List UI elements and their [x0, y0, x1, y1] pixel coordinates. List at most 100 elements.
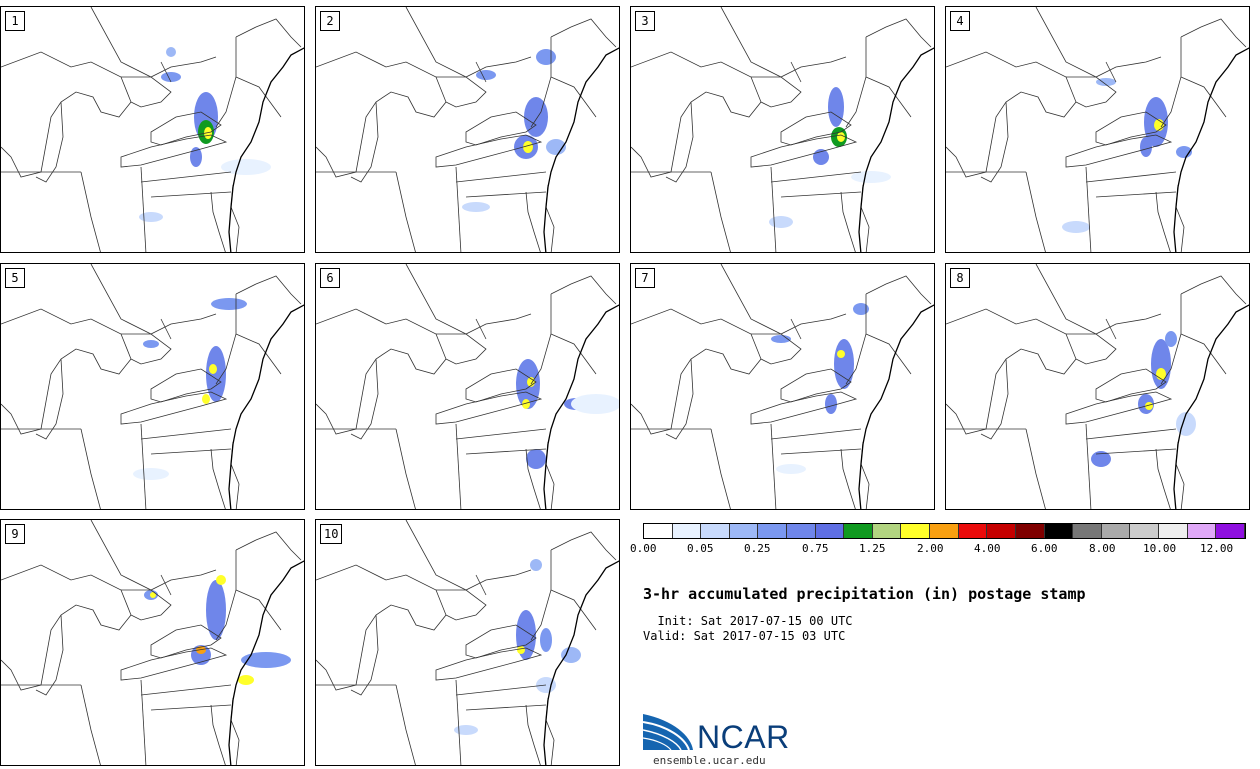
map-boundary — [436, 76, 487, 108]
precip-area — [853, 303, 869, 315]
member-number: 7 — [635, 268, 655, 288]
colorbar-swatch — [958, 524, 988, 538]
colorbar-swatch — [787, 524, 816, 538]
colorbar-swatch — [815, 524, 845, 538]
coastline — [1173, 47, 1249, 252]
map-boundary — [120, 647, 228, 681]
map-boundary — [465, 448, 547, 455]
map-boundary — [140, 423, 147, 509]
map-boundary — [316, 51, 447, 178]
map-boundary — [1085, 166, 1092, 252]
colorbar-swatch — [701, 524, 730, 538]
member-panel-6: 6 — [315, 263, 620, 510]
map-boundary — [530, 37, 552, 128]
precip-area — [166, 47, 176, 57]
precip-map — [316, 520, 619, 765]
precip-area — [476, 70, 496, 80]
map-boundary — [525, 448, 541, 509]
map-boundary — [865, 76, 912, 118]
member-number: 1 — [5, 11, 25, 31]
map-boundary — [395, 684, 416, 765]
precip-area — [238, 675, 254, 685]
map-boundary — [140, 428, 232, 440]
colorbar-swatch — [1015, 524, 1045, 538]
precip-map — [316, 7, 619, 252]
map-boundary — [235, 76, 282, 118]
precip-area — [776, 464, 806, 474]
precip-area — [524, 97, 548, 137]
map-boundary — [405, 264, 532, 335]
map-boundary — [80, 171, 101, 252]
map-boundary — [475, 61, 487, 83]
map-boundary — [1066, 333, 1117, 365]
map-boundary — [150, 448, 232, 455]
colorbar-label: 0.75 — [802, 542, 829, 555]
map-boundary — [235, 589, 282, 631]
precip-area — [523, 141, 533, 153]
map-boundary — [121, 333, 172, 365]
member-number: 3 — [635, 11, 655, 31]
map-boundary — [720, 7, 847, 78]
map-boundary — [710, 428, 731, 509]
map-boundary — [455, 428, 547, 440]
member-number: 8 — [950, 268, 970, 288]
map-boundary — [631, 51, 762, 178]
precip-area — [161, 72, 181, 82]
map-boundary — [1, 564, 132, 691]
map-boundary — [770, 166, 777, 252]
member-number: 6 — [320, 268, 340, 288]
map-boundary — [550, 275, 617, 305]
precip-area — [530, 559, 542, 571]
precip-area — [771, 335, 791, 343]
map-boundary — [235, 531, 302, 561]
ncar-logo-text: NCAR — [697, 719, 790, 755]
map-boundary — [1066, 76, 1117, 108]
member-panel-7: 7 — [630, 263, 935, 510]
map-boundary — [1, 308, 132, 435]
precip-area — [536, 49, 556, 65]
precip-area — [1091, 451, 1111, 467]
map-boundary — [720, 264, 847, 335]
map-boundary — [90, 7, 217, 78]
map-boundary — [1180, 333, 1227, 375]
precip-area — [209, 364, 217, 374]
colorbar-label: 10.00 — [1143, 542, 1177, 555]
map-boundary — [160, 318, 172, 340]
coastline — [858, 47, 934, 252]
member-number: 10 — [320, 524, 343, 544]
map-boundary — [550, 76, 597, 118]
precip-map — [946, 7, 1249, 252]
map-boundary — [1160, 294, 1182, 385]
map-boundary — [80, 684, 101, 765]
map-boundary — [1085, 428, 1177, 440]
colorbar-swatch — [729, 524, 759, 538]
map-boundary — [455, 166, 462, 252]
precip-area — [825, 394, 837, 414]
map-boundary — [770, 423, 777, 509]
member-panel-4: 4 — [945, 6, 1250, 253]
map-boundary — [160, 574, 172, 596]
colorbar-label: 0.00 — [630, 542, 657, 555]
map-boundary — [465, 368, 537, 403]
map-boundary — [780, 448, 862, 455]
precip-area — [517, 646, 525, 654]
map-boundary — [665, 358, 694, 440]
precip-area — [206, 580, 226, 640]
map-boundary — [1095, 448, 1177, 455]
map-boundary — [150, 111, 222, 146]
member-panel-1: 1 — [0, 6, 305, 253]
precip-map — [316, 264, 619, 509]
map-boundary — [235, 333, 282, 375]
map-boundary — [140, 166, 147, 252]
map-boundary — [750, 391, 858, 425]
map-boundary — [455, 684, 547, 696]
map-boundary — [790, 318, 802, 340]
map-boundary — [235, 275, 302, 305]
map-boundary — [525, 704, 541, 765]
map-boundary — [316, 564, 447, 691]
colorbar-swatch — [672, 524, 702, 538]
map-boundary — [1065, 391, 1173, 425]
map-boundary — [710, 171, 731, 252]
precip-area — [1165, 331, 1177, 347]
coastline — [543, 560, 619, 765]
